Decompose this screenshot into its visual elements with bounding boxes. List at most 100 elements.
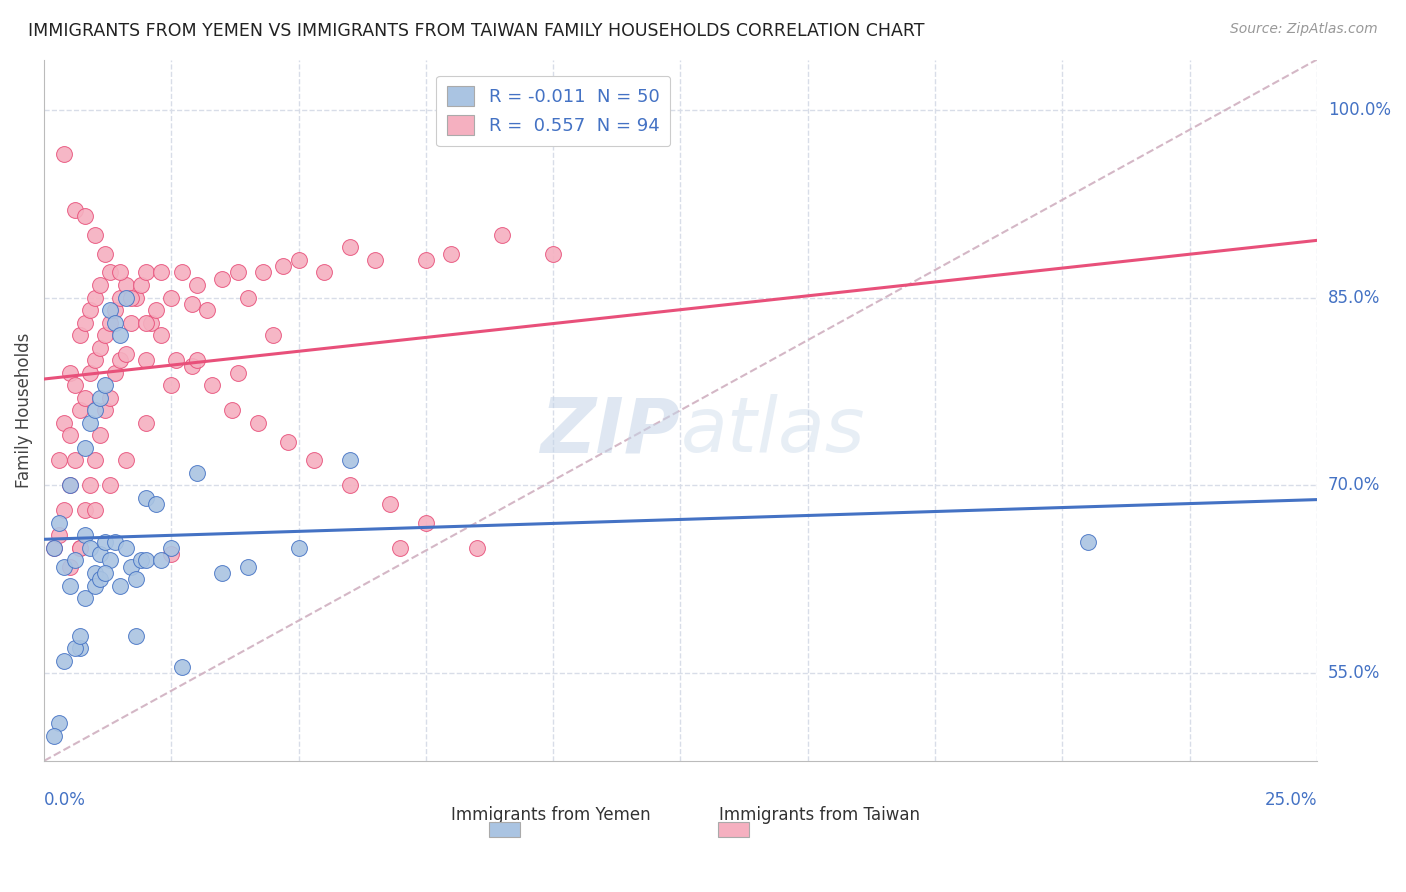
Text: IMMIGRANTS FROM YEMEN VS IMMIGRANTS FROM TAIWAN FAMILY HOUSEHOLDS CORRELATION CH: IMMIGRANTS FROM YEMEN VS IMMIGRANTS FROM… (28, 22, 925, 40)
Point (98, 553, 121, 567)
Point (53, 503, 76, 517)
Point (273, 259, 295, 273)
Point (145, 497, 167, 511)
Point (98, 391, 121, 405)
Point (302, 453, 325, 467)
Text: 100.0%: 100.0% (1329, 101, 1391, 119)
Point (89, 341, 111, 355)
Point (139, 316, 162, 330)
Point (94, 534, 117, 549)
Point (84, 578, 107, 592)
Point (129, 553, 152, 567)
Point (135, 491, 157, 505)
Text: 0.0%: 0.0% (44, 791, 86, 809)
Point (110, 353, 132, 368)
Point (246, 416, 269, 430)
Point (79, 366, 101, 380)
Point (145, 303, 167, 318)
Point (48, 453, 70, 467)
Point (211, 566, 233, 580)
Point (491, 227, 513, 242)
Point (339, 240, 361, 254)
Point (104, 366, 127, 380)
Point (236, 291, 259, 305)
Point (120, 291, 142, 305)
Point (79, 541, 101, 555)
Point (58, 366, 80, 380)
Point (195, 303, 218, 318)
Point (98, 478, 121, 492)
Text: ZIP: ZIP (541, 394, 681, 468)
Text: 25.0%: 25.0% (1264, 791, 1317, 809)
Point (135, 316, 157, 330)
Point (125, 629, 148, 643)
Point (114, 278, 136, 293)
Text: 85.0%: 85.0% (1329, 288, 1381, 307)
Point (440, 246, 463, 260)
Text: 70.0%: 70.0% (1329, 476, 1381, 494)
Text: Immigrants from Yemen: Immigrants from Yemen (451, 806, 651, 824)
Point (84, 291, 107, 305)
Point (73, 391, 96, 405)
Point (73, 316, 96, 330)
Text: 55.0%: 55.0% (1329, 665, 1381, 682)
Point (89, 278, 111, 293)
Point (73, 209, 96, 223)
Point (98, 316, 121, 330)
Point (104, 303, 127, 318)
Point (135, 416, 157, 430)
Point (104, 534, 127, 549)
Point (69, 541, 91, 555)
Point (364, 252, 387, 267)
Point (69, 641, 91, 656)
Point (94, 378, 117, 392)
Point (110, 265, 132, 279)
Point (69, 403, 91, 417)
Point (53, 416, 76, 430)
Point (135, 265, 157, 279)
Point (114, 453, 136, 467)
Point (63, 641, 86, 656)
Point (89, 428, 111, 442)
Point (104, 316, 127, 330)
Point (262, 328, 284, 343)
Point (180, 359, 202, 374)
Point (160, 541, 183, 555)
Text: atlas: atlas (681, 394, 865, 468)
Point (63, 553, 86, 567)
Y-axis label: Family Households: Family Households (15, 333, 32, 488)
Point (110, 291, 132, 305)
Point (150, 265, 173, 279)
Point (53, 146, 76, 161)
Point (48, 516, 70, 530)
Point (73, 591, 96, 605)
Point (389, 541, 412, 555)
Point (339, 453, 361, 467)
Point (415, 516, 437, 530)
Point (125, 291, 148, 305)
Text: Source: ZipAtlas.com: Source: ZipAtlas.com (1230, 22, 1378, 37)
Text: Immigrants from Taiwan: Immigrants from Taiwan (718, 806, 920, 824)
Point (58, 428, 80, 442)
Point (79, 416, 101, 430)
Point (69, 629, 91, 643)
Point (287, 541, 309, 555)
Point (110, 328, 132, 343)
Point (58, 478, 80, 492)
Point (58, 559, 80, 574)
Point (114, 541, 136, 555)
Point (277, 434, 299, 449)
Point (166, 353, 188, 368)
Point (73, 441, 96, 455)
Point (94, 403, 117, 417)
Point (63, 453, 86, 467)
Point (44, 729, 66, 743)
Point (98, 303, 121, 318)
Point (110, 578, 132, 592)
Point (380, 497, 402, 511)
Point (69, 541, 91, 555)
Point (186, 353, 208, 368)
Point (44, 541, 66, 555)
Point (84, 503, 107, 517)
Point (89, 391, 111, 405)
